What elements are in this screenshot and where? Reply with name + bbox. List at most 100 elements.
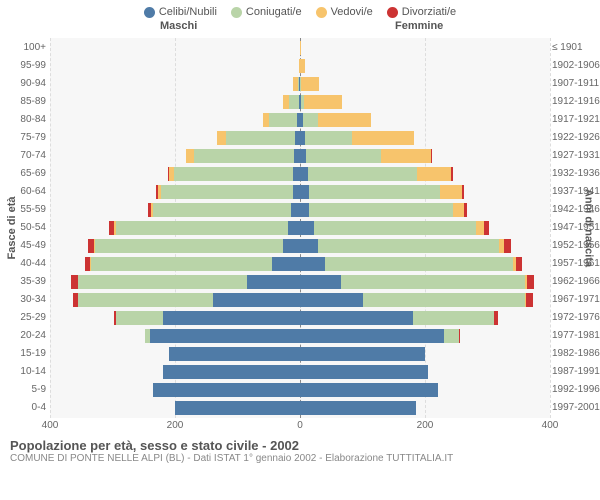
bar-male [71, 275, 300, 289]
bar-segment [116, 311, 163, 325]
age-label: 25-29 [0, 309, 46, 327]
bar-female [300, 383, 438, 397]
pyramid-row [50, 219, 550, 237]
pyramid-row [50, 327, 550, 345]
legend-label: Divorziati/e [402, 6, 456, 18]
bar-female [300, 131, 414, 145]
bar-male [168, 167, 301, 181]
bar-segment [431, 149, 432, 163]
chart-container: Celibi/NubiliConiugati/eVedovi/eDivorzia… [0, 0, 600, 500]
birth-label: 1992-1996 [552, 381, 600, 399]
bar-segment [303, 113, 319, 127]
bar-segment [413, 311, 494, 325]
age-label: 70-74 [0, 147, 46, 165]
bar-male [283, 95, 300, 109]
bar-segment [306, 149, 381, 163]
pyramid-row [50, 363, 550, 381]
bar-male [217, 131, 300, 145]
birth-label: 1932-1936 [552, 165, 600, 183]
age-label: 55-59 [0, 201, 46, 219]
x-tick: 400 [42, 420, 59, 431]
bar-segment [526, 293, 532, 307]
age-label: 20-24 [0, 327, 46, 345]
legend: Celibi/NubiliConiugati/eVedovi/eDivorzia… [0, 0, 600, 20]
bar-segment [300, 329, 444, 343]
bar-male [88, 239, 301, 253]
bar-male [73, 293, 300, 307]
bar-segment [163, 311, 301, 325]
birth-label: 1947-1951 [552, 219, 600, 237]
age-label: 95-99 [0, 57, 46, 75]
footer: Popolazione per età, sesso e stato civil… [0, 436, 600, 464]
bar-female [300, 95, 342, 109]
bar-segment [318, 113, 371, 127]
bar-segment [169, 347, 300, 361]
bar-segment [213, 293, 301, 307]
bar-segment [417, 167, 451, 181]
bar-segment [527, 275, 535, 289]
bar-female [300, 401, 416, 415]
pyramid-row [50, 381, 550, 399]
bar-male [145, 329, 300, 343]
birth-label: 1927-1931 [552, 147, 600, 165]
bar-segment [161, 185, 292, 199]
bar-male [153, 383, 300, 397]
pyramid-row [50, 129, 550, 147]
bar-segment [95, 239, 283, 253]
birth-label: 1957-1961 [552, 255, 600, 273]
bar-segment [163, 365, 301, 379]
bar-segment [352, 131, 415, 145]
legend-swatch [316, 7, 327, 18]
bar-segment [217, 131, 226, 145]
bar-segment [300, 41, 301, 55]
pyramid-row [50, 345, 550, 363]
bar-segment [153, 203, 291, 217]
age-label: 5-9 [0, 381, 46, 399]
bar-segment [153, 383, 300, 397]
bar-female [300, 347, 425, 361]
pyramid-row [50, 255, 550, 273]
bar-segment [300, 203, 309, 217]
birth-label: 1922-1926 [552, 129, 600, 147]
bar-segment [301, 77, 319, 91]
bar-female [300, 275, 534, 289]
bar-segment [91, 257, 272, 271]
bar-segment [226, 131, 295, 145]
bar-segment [484, 221, 489, 235]
bar-segment [269, 113, 297, 127]
bar-segment [318, 239, 499, 253]
bar-female [300, 293, 533, 307]
birth-label: 1902-1906 [552, 57, 600, 75]
birth-label: ≤ 1901 [552, 39, 600, 57]
header-female: Femmine [395, 20, 443, 32]
bar-female [300, 149, 432, 163]
age-label: 10-14 [0, 363, 46, 381]
bar-segment [150, 329, 300, 343]
bar-segment [300, 401, 416, 415]
birth-label: 1962-1966 [552, 273, 600, 291]
gridline [550, 38, 551, 418]
pyramid-row [50, 291, 550, 309]
pyramid-row [50, 165, 550, 183]
bar-male [156, 185, 300, 199]
bar-segment [300, 365, 428, 379]
bar-segment [504, 239, 512, 253]
bar-female [300, 329, 460, 343]
legend-item: Divorziati/e [387, 6, 456, 18]
bar-segment [300, 275, 341, 289]
pyramid-row [50, 57, 550, 75]
birth-label: 1972-1976 [552, 309, 600, 327]
bar-male [85, 257, 300, 271]
pyramid-row [50, 309, 550, 327]
birth-label: 1937-1941 [552, 183, 600, 201]
bar-female [300, 311, 498, 325]
age-label: 40-44 [0, 255, 46, 273]
age-label: 50-54 [0, 219, 46, 237]
age-label: 35-39 [0, 273, 46, 291]
bar-segment [293, 167, 301, 181]
bar-segment [453, 203, 464, 217]
legend-item: Vedovi/e [316, 6, 373, 18]
bar-segment [462, 185, 464, 199]
bar-segment [194, 149, 294, 163]
bar-segment [464, 203, 467, 217]
